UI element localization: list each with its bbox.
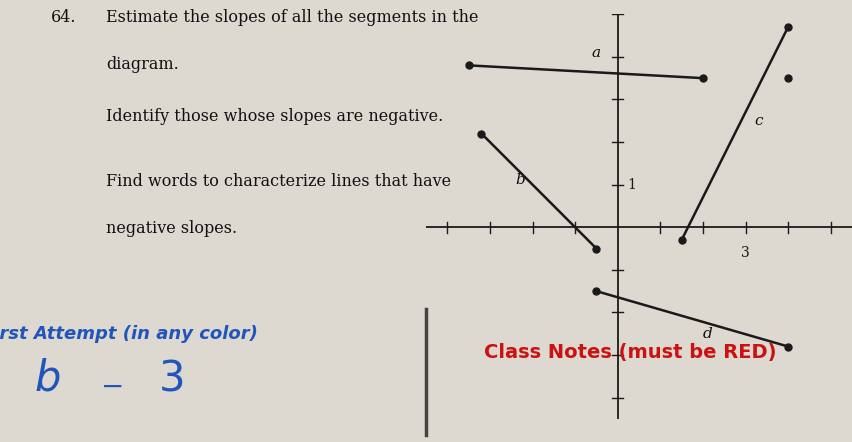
Text: negative slopes.: negative slopes.: [106, 220, 238, 236]
Text: diagram.: diagram.: [106, 56, 179, 72]
Text: b: b: [515, 173, 525, 187]
Text: $\it{b}$: $\it{b}$: [33, 357, 60, 400]
Text: Identify those whose slopes are negative.: Identify those whose slopes are negative…: [106, 108, 444, 125]
Text: $3$: $3$: [158, 357, 183, 400]
Text: Find words to characterize lines that have: Find words to characterize lines that ha…: [106, 173, 452, 190]
Text: d: d: [702, 327, 712, 341]
Text: 64.: 64.: [51, 9, 77, 26]
Text: c: c: [754, 114, 763, 128]
Text: 3: 3: [741, 246, 750, 260]
Text: a: a: [592, 46, 601, 60]
Text: 1: 1: [627, 178, 636, 192]
Text: $-$: $-$: [100, 373, 122, 400]
Text: Estimate the slopes of all the segments in the: Estimate the slopes of all the segments …: [106, 9, 479, 26]
Text: Class Notes (must be RED): Class Notes (must be RED): [484, 343, 777, 362]
Text: First Attempt (in any color): First Attempt (in any color): [0, 325, 257, 343]
